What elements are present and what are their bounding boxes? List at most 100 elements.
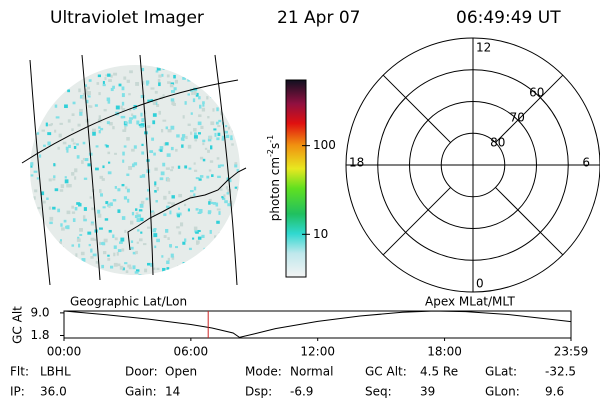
speckle bbox=[110, 265, 114, 269]
speckle bbox=[112, 199, 117, 202]
speckle bbox=[225, 134, 230, 139]
speckle bbox=[59, 239, 62, 243]
speckle bbox=[70, 267, 75, 271]
speckle bbox=[69, 260, 73, 264]
speckle bbox=[175, 246, 178, 249]
speckle bbox=[236, 240, 239, 244]
speckle bbox=[177, 207, 181, 210]
speckle bbox=[222, 233, 225, 237]
info-value: -6.9 bbox=[290, 385, 313, 399]
speckle bbox=[199, 175, 204, 178]
speckle bbox=[171, 269, 175, 272]
speckle bbox=[195, 231, 199, 234]
speckle bbox=[154, 190, 157, 193]
speckle bbox=[188, 247, 192, 251]
speckle bbox=[67, 83, 72, 86]
speckle bbox=[208, 198, 212, 203]
speckle bbox=[209, 229, 212, 234]
speckle bbox=[184, 101, 187, 105]
speckle bbox=[135, 250, 138, 255]
speckle bbox=[147, 125, 151, 129]
speckle bbox=[102, 206, 106, 209]
speckle bbox=[217, 132, 221, 136]
speckle bbox=[73, 145, 77, 149]
speckle bbox=[181, 144, 184, 148]
speckle bbox=[123, 196, 127, 200]
speckle bbox=[162, 267, 166, 272]
speckle bbox=[84, 158, 89, 162]
speckle bbox=[150, 210, 155, 213]
speckle bbox=[194, 132, 197, 136]
speckle bbox=[60, 184, 65, 189]
speckle bbox=[90, 237, 95, 241]
speckle bbox=[221, 241, 226, 245]
speckle bbox=[140, 274, 145, 275]
speckle bbox=[210, 72, 214, 75]
speckle bbox=[76, 202, 81, 205]
speckle bbox=[68, 264, 72, 267]
mlt-line bbox=[382, 74, 451, 143]
speckle bbox=[82, 141, 86, 145]
speckle bbox=[202, 103, 205, 107]
x-tick-label: 12:00 bbox=[300, 345, 335, 359]
speckle bbox=[194, 230, 198, 233]
speckle bbox=[195, 92, 199, 97]
speckle bbox=[177, 214, 180, 218]
speckle bbox=[238, 229, 240, 234]
speckle bbox=[180, 137, 185, 141]
speckle bbox=[130, 246, 134, 250]
speckle bbox=[107, 203, 111, 207]
speckle bbox=[114, 185, 117, 189]
info-value: 9.6 bbox=[545, 385, 564, 399]
speckle bbox=[88, 79, 92, 82]
speckle bbox=[147, 99, 151, 102]
coastline bbox=[127, 167, 247, 251]
speckle bbox=[79, 111, 83, 116]
speckle bbox=[35, 132, 40, 135]
speckle bbox=[102, 83, 106, 87]
speckle bbox=[216, 92, 220, 95]
speckle bbox=[194, 270, 198, 273]
speckle bbox=[191, 91, 194, 95]
speckle bbox=[223, 111, 228, 114]
speckle bbox=[239, 225, 240, 228]
speckle bbox=[40, 191, 45, 196]
speckle bbox=[58, 88, 63, 93]
speckle bbox=[45, 88, 49, 92]
speckle bbox=[218, 119, 222, 123]
speckle bbox=[42, 200, 46, 204]
speckle bbox=[100, 127, 104, 131]
speckle bbox=[165, 167, 170, 170]
speckle bbox=[195, 177, 200, 180]
speckle bbox=[75, 253, 78, 257]
x-tick-label: 00:00 bbox=[47, 345, 82, 359]
speckle bbox=[155, 200, 158, 203]
speckle bbox=[114, 237, 118, 241]
speckle bbox=[134, 215, 138, 219]
speckle bbox=[39, 264, 42, 267]
speckle bbox=[94, 104, 98, 107]
speckle bbox=[135, 81, 140, 86]
timeline-right-label: Apex MLat/MLT bbox=[425, 295, 515, 309]
speckle bbox=[106, 97, 111, 102]
speckle bbox=[99, 175, 104, 179]
speckle bbox=[187, 123, 191, 126]
speckle bbox=[156, 267, 160, 271]
speckle bbox=[42, 245, 45, 248]
speckle bbox=[226, 230, 230, 234]
speckle bbox=[139, 125, 144, 128]
speckle bbox=[131, 211, 135, 216]
speckle bbox=[49, 221, 53, 225]
speckle bbox=[198, 178, 202, 181]
speckle bbox=[230, 135, 233, 139]
speckle bbox=[138, 209, 143, 212]
speckle bbox=[145, 80, 150, 84]
speckle bbox=[99, 189, 102, 193]
speckle bbox=[54, 188, 59, 192]
speckle bbox=[188, 167, 192, 170]
speckle bbox=[238, 184, 240, 188]
speckle bbox=[140, 217, 144, 222]
speckle bbox=[140, 231, 143, 234]
speckle bbox=[112, 126, 115, 130]
speckle bbox=[135, 208, 138, 211]
